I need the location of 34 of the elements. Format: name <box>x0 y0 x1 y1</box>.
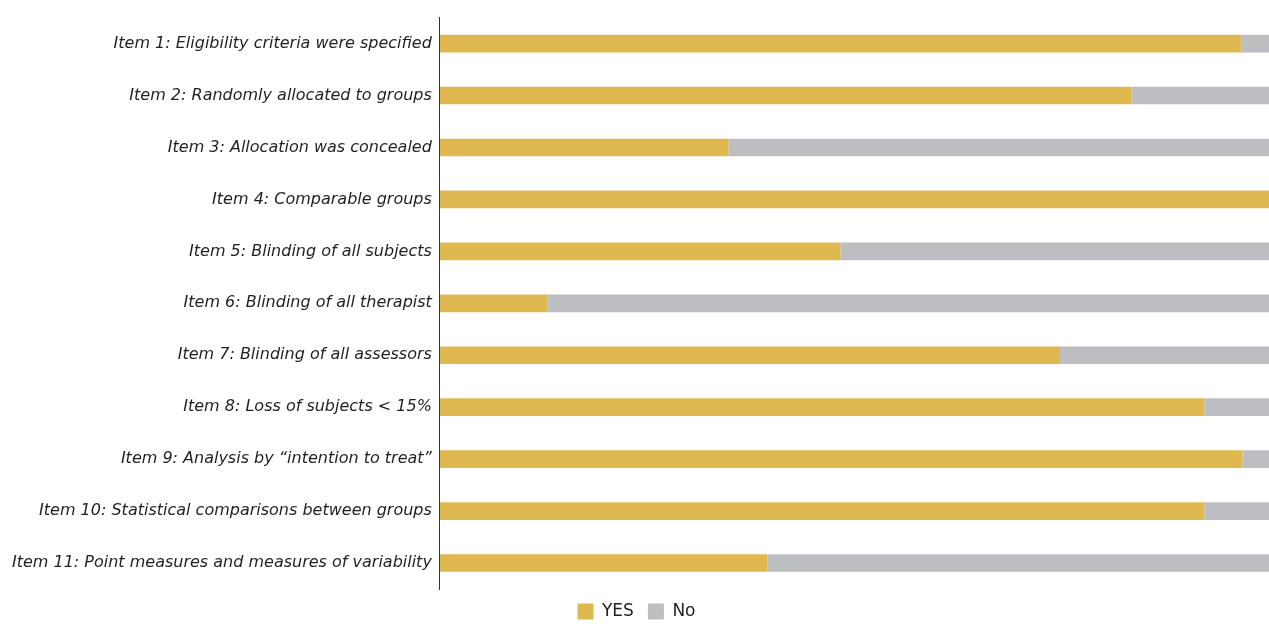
y-tick-label: Item 1: Eligibility criteria were specified <box>113 32 433 52</box>
bar <box>439 138 729 157</box>
y-tick-label: Item 5: Blinding of all subjects <box>189 240 432 260</box>
y-tick-label: Item 6: Blinding of all therapist <box>183 292 433 312</box>
bar <box>1204 502 1269 520</box>
bar <box>439 86 1132 105</box>
legend-label: No <box>672 599 696 620</box>
bar <box>439 502 1205 520</box>
bar <box>547 294 1269 313</box>
bar <box>840 242 1269 261</box>
y-tick-label: Item 2: Randomly allocated to groups <box>129 84 432 104</box>
bar <box>1242 450 1269 468</box>
y-tick-label: Item 4: Comparable groups <box>212 188 432 208</box>
bar <box>439 554 768 572</box>
bar <box>767 554 1269 572</box>
bar <box>439 242 841 261</box>
bar <box>1204 398 1269 417</box>
bar <box>439 450 1243 468</box>
bar <box>439 398 1205 417</box>
bar <box>439 294 548 313</box>
bar <box>1060 346 1269 365</box>
y-tick-label: Item 11: Point measures and measures of variability <box>11 552 433 572</box>
bar <box>1131 86 1269 105</box>
y-tick-label: Item 7: Blinding of all assessors <box>177 344 432 364</box>
bar <box>439 34 1241 53</box>
bar <box>439 346 1061 365</box>
y-tick-label: Item 9: Analysis by “intention to treat” <box>120 448 433 468</box>
bar <box>728 138 1269 157</box>
legend-label: YES <box>600 599 634 620</box>
bar <box>1240 34 1269 53</box>
y-tick-label: Item 3: Allocation was concealed <box>167 136 433 156</box>
bar <box>439 190 1269 209</box>
y-tick-label: Item 10: Statistical comparisons between groups <box>39 500 432 520</box>
y-tick-label: Item 8: Loss of subjects < 15% <box>183 396 432 416</box>
